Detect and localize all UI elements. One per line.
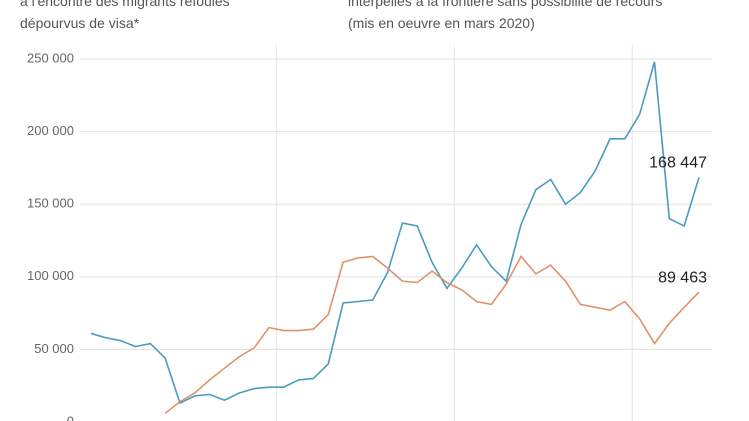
y-tick-label: 200 000 (27, 123, 74, 138)
annotation: à l'encontre des migrants refoulés (20, 0, 230, 9)
y-tick-label: 50 000 (34, 341, 74, 356)
annotation: (mis en oeuvre en mars 2020) (348, 15, 535, 31)
y-tick-label: 250 000 (27, 50, 74, 65)
value-label: 89 463 (658, 269, 707, 286)
y-tick-label: 150 000 (27, 196, 74, 211)
value-label: 168 447 (649, 155, 707, 172)
annotation: dépourvus de visa* (20, 15, 140, 31)
line (90, 61, 700, 405)
line (164, 255, 700, 414)
y-tick-label: 0 (67, 413, 74, 421)
y-tick-label: 100 000 (27, 268, 74, 283)
annotation: interpellés à la frontière sans possibil… (348, 0, 662, 9)
